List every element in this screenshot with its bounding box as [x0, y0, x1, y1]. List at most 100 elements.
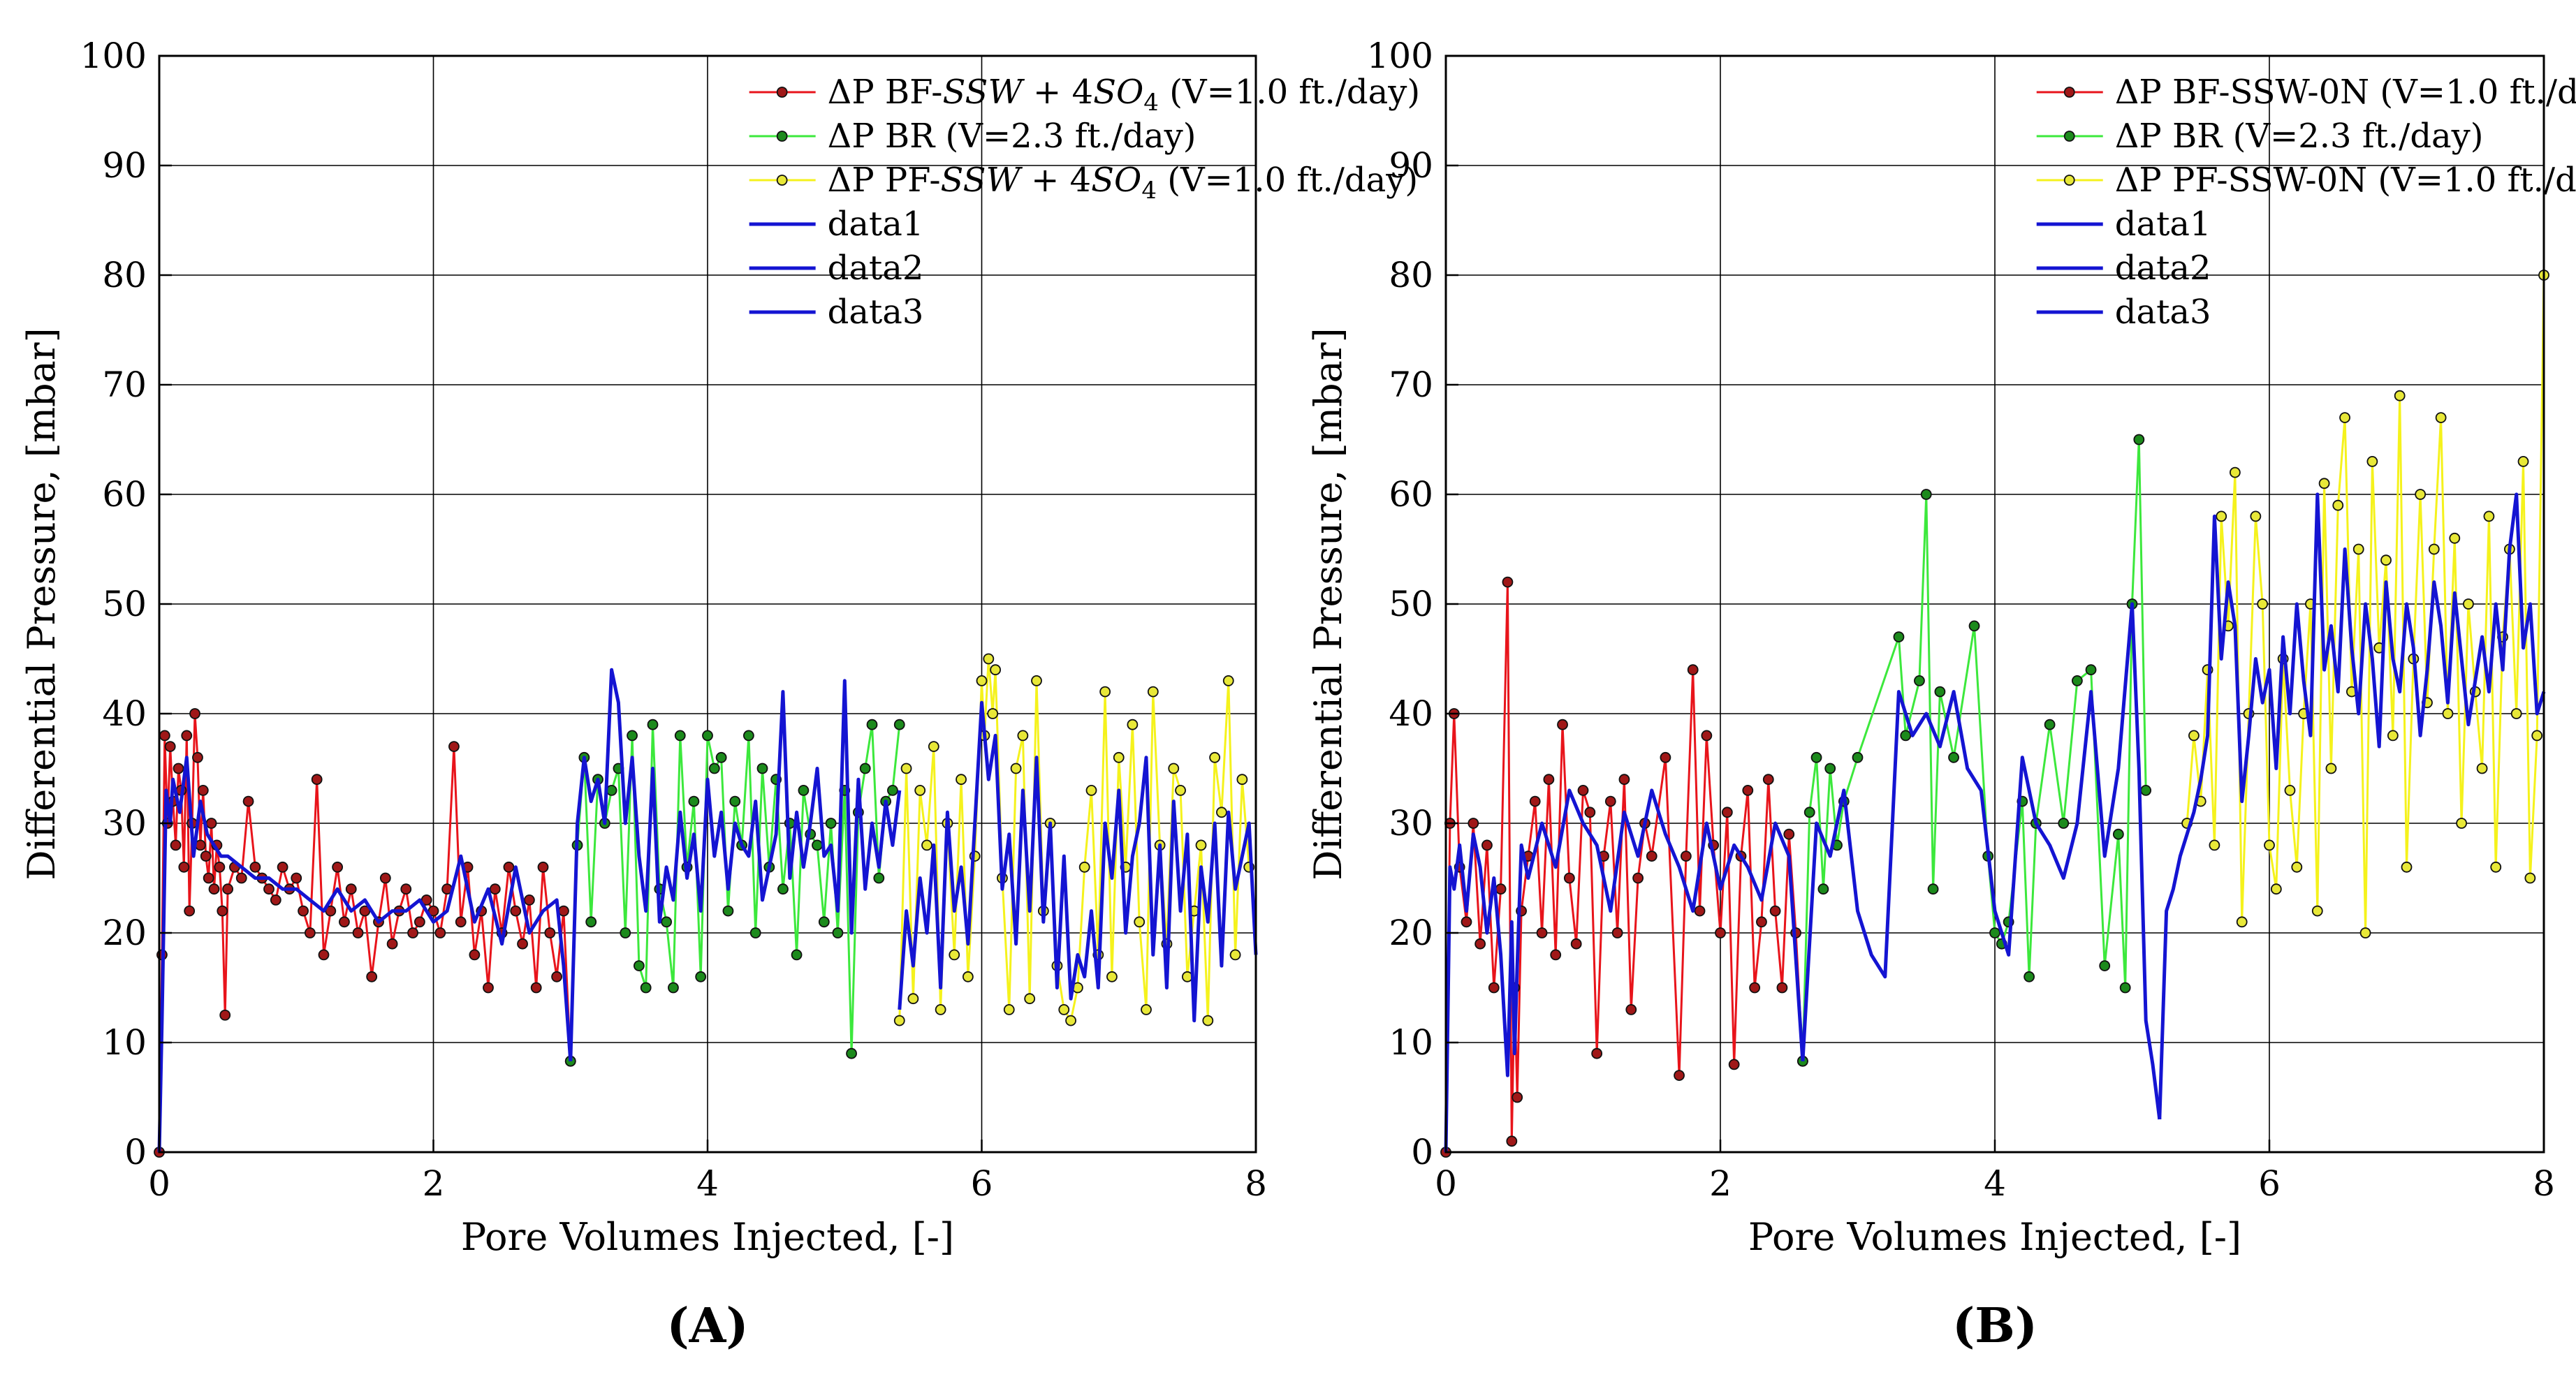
panel-a-series-0-point — [277, 861, 288, 873]
panel-b-series-0-point — [1474, 938, 1486, 950]
panel-b-series-0-point — [1769, 905, 1781, 917]
panel-b-series-4-line — [1801, 602, 2162, 1120]
panel-b-series-2-point — [2209, 839, 2220, 851]
panel-b-series-1-point — [1824, 763, 1836, 774]
panel-a-series-2-point — [935, 1004, 946, 1015]
panel-b-series-0-point — [1591, 1047, 1603, 1059]
panel-b-ytick-label-8: 80 — [1389, 255, 1433, 295]
panel-b-series-2-point — [2435, 412, 2447, 423]
panel-a-series-1-point — [749, 927, 761, 938]
panel-a-xtick-label-1: 2 — [423, 1163, 445, 1204]
panel-a-series-2-point — [914, 785, 926, 796]
panel-a-series-0-point — [558, 905, 569, 917]
panel-a-series-0-point — [200, 850, 212, 862]
panel-a-series-2-point — [1058, 1004, 1070, 1015]
panel-a-series-1-point — [688, 795, 700, 807]
panel-b-series-0-point — [1749, 982, 1761, 994]
panel-a-series-2-point — [1078, 861, 1090, 873]
panel-a-ytick-label-7: 70 — [102, 364, 147, 405]
panel-a-series-0-point — [523, 894, 535, 906]
panel-b-series-2-point — [2483, 510, 2495, 522]
panel-a-series-0-point — [489, 883, 501, 895]
panel-a-series-1-point — [606, 785, 617, 796]
panel-b-series-0-point — [1506, 1135, 1518, 1147]
panel-b-series-0-point — [1468, 818, 1479, 829]
panel-b-series-0-point — [1756, 916, 1767, 928]
panel-b-series-2-point — [2339, 412, 2350, 423]
panel-b-series-3-line — [1444, 788, 1805, 1153]
panel-a-series-1-point — [777, 883, 789, 895]
panel-a-ytick-label-2: 20 — [102, 913, 147, 953]
panel-a-series-1-point — [627, 730, 638, 742]
panel-a-series-1-point — [832, 927, 844, 938]
panel-b-series-2-point — [2257, 598, 2269, 610]
panel-b-series-0-point — [1694, 905, 1706, 917]
panel-b-series-2-point — [2366, 456, 2378, 467]
panel-b-ytick-label-2: 20 — [1389, 913, 1433, 953]
panel-b-series-1-point — [1948, 751, 1959, 763]
panel-b-series-0-point — [1584, 807, 1596, 818]
panel-b-series-0-point — [1687, 664, 1699, 676]
panel-a-series-2-point — [1195, 839, 1207, 851]
panel-a-series-2-point — [1031, 675, 1042, 686]
panel-a-series-0-point — [339, 916, 350, 928]
panel-a-series-1-point — [715, 751, 727, 763]
panel-b-xtick-label-1: 2 — [1709, 1163, 1732, 1204]
panel-b-series-0-point — [1495, 883, 1507, 895]
panel-b-ytick-label-4: 40 — [1389, 693, 1433, 734]
panel-a-series-0-point — [503, 861, 515, 873]
panel-a-series-2-point — [1003, 1004, 1015, 1015]
panel-b-series-1-point — [1803, 807, 1815, 818]
panel-a-series-0-point — [197, 785, 209, 796]
panel-b-series-0-point — [1646, 850, 1657, 862]
panel-a-series-0-point — [537, 861, 549, 873]
panel-a-series-2-point — [1127, 719, 1139, 730]
panel-a-series-0-point — [178, 861, 190, 873]
panel-a-series-1-point — [893, 719, 905, 730]
panel-b-series-0-point — [1481, 839, 1493, 851]
panel-b-series-1-point — [1920, 489, 1932, 500]
panel-b-series-2-point — [2380, 554, 2392, 566]
panel-a-series-0-point — [270, 894, 281, 906]
panel-a-series-1-point — [756, 763, 768, 774]
panel-a-series-0-point — [291, 872, 302, 884]
panel-a-series-1-point — [887, 785, 898, 796]
panel-a-series-0-point — [400, 883, 412, 895]
panel-b-x-axis-label: Pore Volumes Injected, [-] — [1748, 1215, 2241, 1259]
panel-b-legend-label-4: data2 — [2115, 249, 2211, 288]
panel-a-legend-marker-0 — [776, 87, 788, 98]
panel-b-series-2-point — [2510, 708, 2522, 719]
panel-a-legend-label-3: data1 — [828, 205, 924, 244]
panel-a-series-0-point — [203, 872, 214, 884]
panel-a-ytick-label-5: 50 — [102, 584, 147, 624]
panel-a-legend-marker-2 — [776, 175, 788, 186]
panel-a-series-2-point — [990, 664, 1002, 676]
panel-a-series-2-point — [907, 993, 919, 1005]
panel-b-ytick-label-3: 30 — [1389, 803, 1433, 844]
panel-b-series-0-point — [1721, 807, 1733, 818]
panel-a-series-1-point — [708, 763, 720, 774]
panel-a-series-1-point — [722, 905, 734, 917]
panel-b-ytick-label-6: 60 — [1389, 474, 1433, 515]
panel-b-legend-marker-0 — [2063, 87, 2075, 98]
panel-b-series-2-point — [2517, 456, 2529, 467]
panel-a-series-2-point — [962, 971, 974, 982]
panel-b-series-2-point — [2442, 708, 2454, 719]
panel-b-series-2-point — [2359, 927, 2371, 938]
panel-a-series-0-point — [304, 927, 316, 938]
panel-a-y-axis-label: Differential Pressure, [mbar] — [20, 327, 64, 880]
panel-a-series-0-point — [517, 938, 528, 950]
panel-a-ytick-label-4: 40 — [102, 693, 147, 734]
panel-a-ytick-label-8: 80 — [102, 255, 147, 295]
panel-b-series-0-line — [1444, 581, 1804, 1153]
panel-b-series-0-point — [1660, 751, 1671, 763]
panel-b-series-1-point — [1968, 620, 1980, 632]
panel-b-series-2-point — [2456, 818, 2468, 829]
panel-a-series-3-line — [157, 756, 573, 1153]
panel-b-series-1-point — [1900, 730, 1912, 742]
panel-a-series-2-line — [898, 658, 1250, 1022]
panel-a-series-0-point — [544, 927, 556, 938]
panel-a-series-2-point — [949, 949, 960, 961]
panel-a-ytick-label-6: 60 — [102, 474, 147, 515]
